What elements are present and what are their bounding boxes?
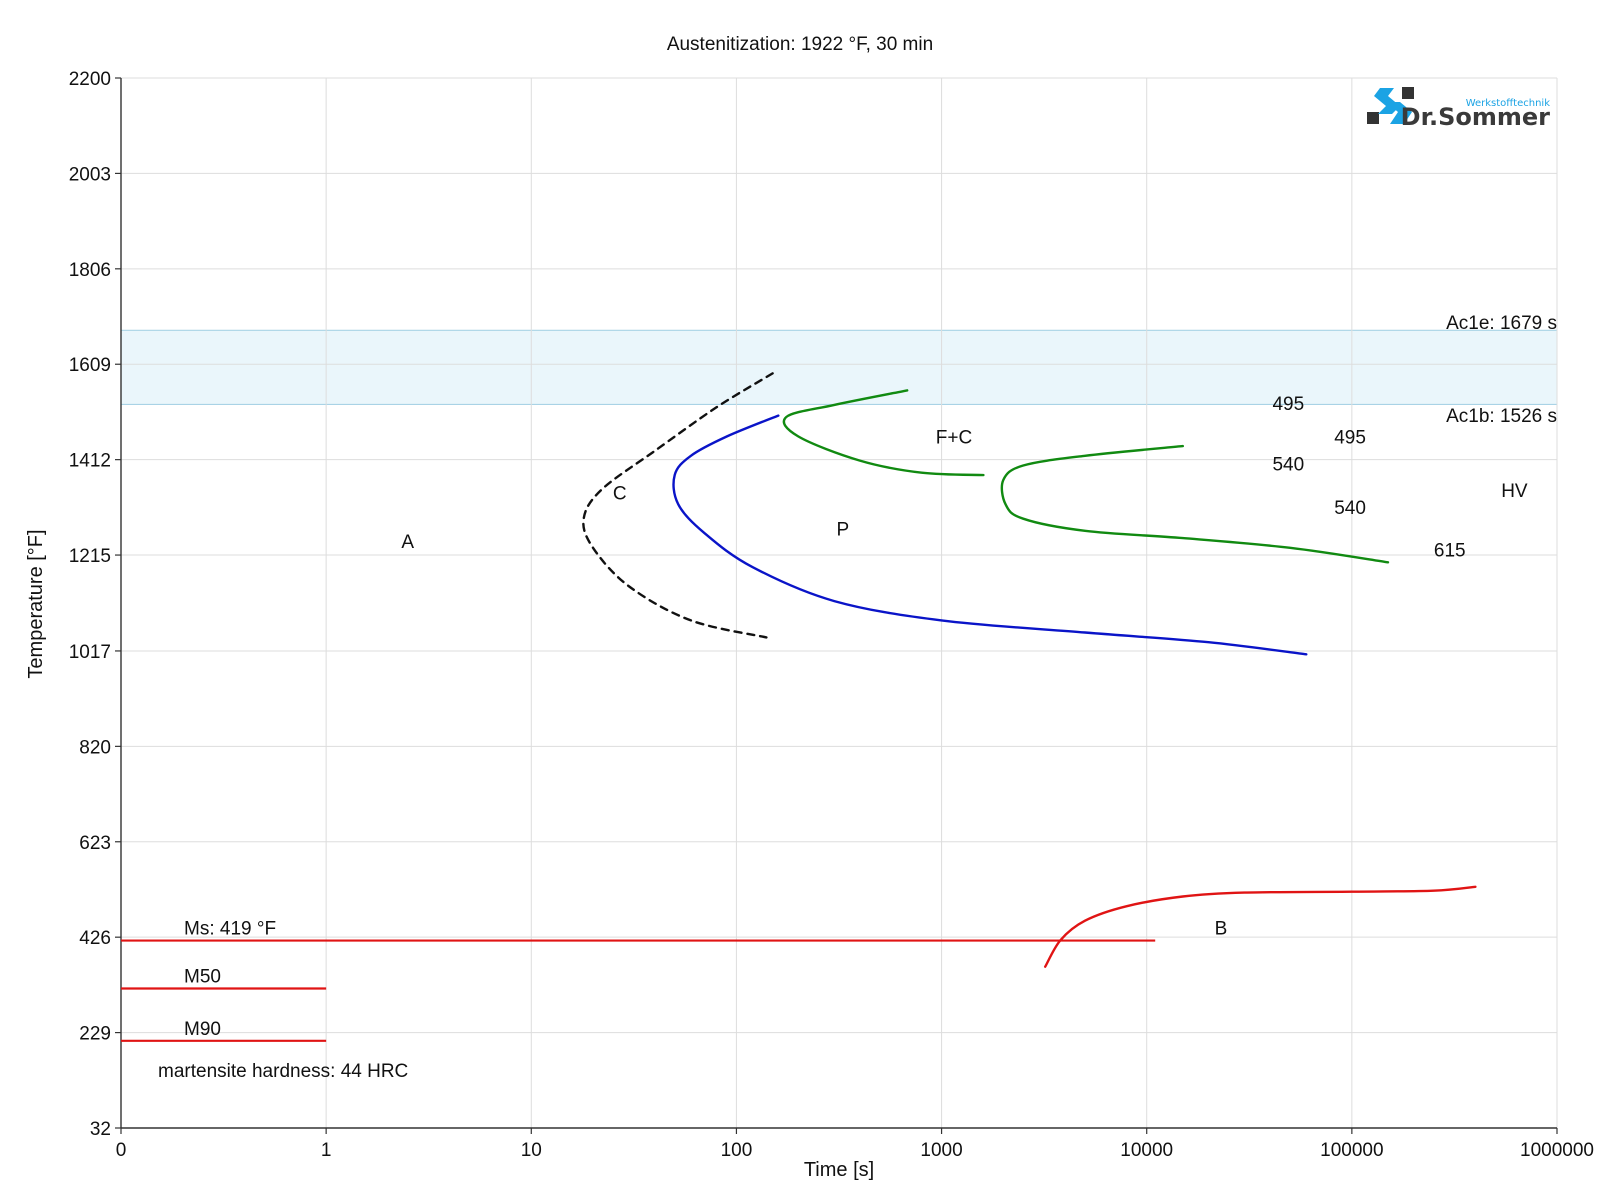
hardness-label: 495	[1334, 428, 1366, 449]
series-curve-5	[1044, 885, 1477, 968]
phase-region-label: A	[401, 532, 414, 553]
hardness-label: HV	[1501, 481, 1528, 502]
y-tick-label: 2200	[69, 69, 111, 90]
x-tick-label: 1000	[920, 1140, 962, 1161]
martensite-line-label: M90	[184, 1019, 221, 1040]
ac1e-label: Ac1e: 1679 s	[1446, 313, 1557, 334]
y-tick-label: 426	[79, 928, 111, 949]
hardness-label: 495	[1272, 394, 1304, 415]
phase-region-label: P	[836, 520, 849, 541]
hardness-label: 540	[1334, 498, 1366, 519]
y-tick-label: 1412	[69, 451, 111, 472]
tick-labels: 32 229 426 623 820 1017 1215 1412 1609 1806 2003 22…	[69, 69, 1594, 1161]
hardness-label: 615	[1434, 541, 1466, 562]
y-axis-title: Temperature [°F]	[25, 529, 47, 678]
x-tick-label: 1	[321, 1140, 332, 1161]
y-tick-label: 2003	[69, 164, 111, 185]
ac-band-fill	[121, 330, 1557, 405]
y-tick-label: 623	[79, 833, 111, 854]
company-logo: Werkstofftechnik Dr.Sommer	[1367, 87, 1550, 131]
martensite-lines: Ms: 419 °F M50 M90	[121, 919, 1156, 1042]
x-tick-label: 0	[116, 1140, 127, 1161]
phase-region-label: B	[1215, 918, 1228, 939]
ac-temperature-band	[121, 329, 1557, 406]
y-tick-label: 820	[79, 737, 111, 758]
x-tick-label: 100	[721, 1140, 753, 1161]
y-tick-label: 1017	[69, 642, 111, 663]
transformation-curves	[582, 372, 1477, 968]
y-tick-label: 229	[79, 1024, 111, 1045]
x-axis-title: Time [s]	[804, 1159, 874, 1181]
y-tick-label: 32	[90, 1119, 111, 1140]
logo-wordmark: Dr.Sommer	[1401, 103, 1551, 131]
phase-region-label: F+C	[936, 428, 972, 449]
martensite-line-label: M50	[184, 967, 221, 988]
grid	[121, 77, 1558, 1128]
y-tick-label: 1215	[69, 546, 111, 567]
series-curve-2	[672, 414, 1308, 656]
series-curve-4	[1000, 444, 1390, 564]
x-tick-label: 10	[521, 1140, 542, 1161]
y-tick-label: 1806	[69, 260, 111, 281]
axes	[120, 78, 1557, 1129]
logo-subtitle: Werkstofftechnik	[1466, 98, 1551, 109]
series-curve-1	[582, 372, 774, 639]
phase-region-label: C	[613, 483, 627, 504]
series-curve-3	[782, 389, 985, 477]
x-tick-label: 1000000	[1520, 1140, 1594, 1161]
annotations: A C P F+C B 495 495 540 540 615 HV	[401, 394, 1527, 940]
martensite-hardness-label: martensite hardness: 44 HRC	[158, 1061, 408, 1082]
martensite-line-label: Ms: 419 °F	[184, 919, 276, 940]
x-tick-label: 100000	[1320, 1140, 1383, 1161]
logo-mark-icon	[1367, 87, 1414, 124]
y-tick-label: 1609	[69, 355, 111, 376]
x-tick-label: 10000	[1120, 1140, 1173, 1161]
chart-title: Austenitization: 1922 °F, 30 min	[667, 34, 933, 55]
ac1b-label: Ac1b: 1526 s	[1446, 406, 1557, 427]
hardness-label: 540	[1272, 454, 1304, 475]
